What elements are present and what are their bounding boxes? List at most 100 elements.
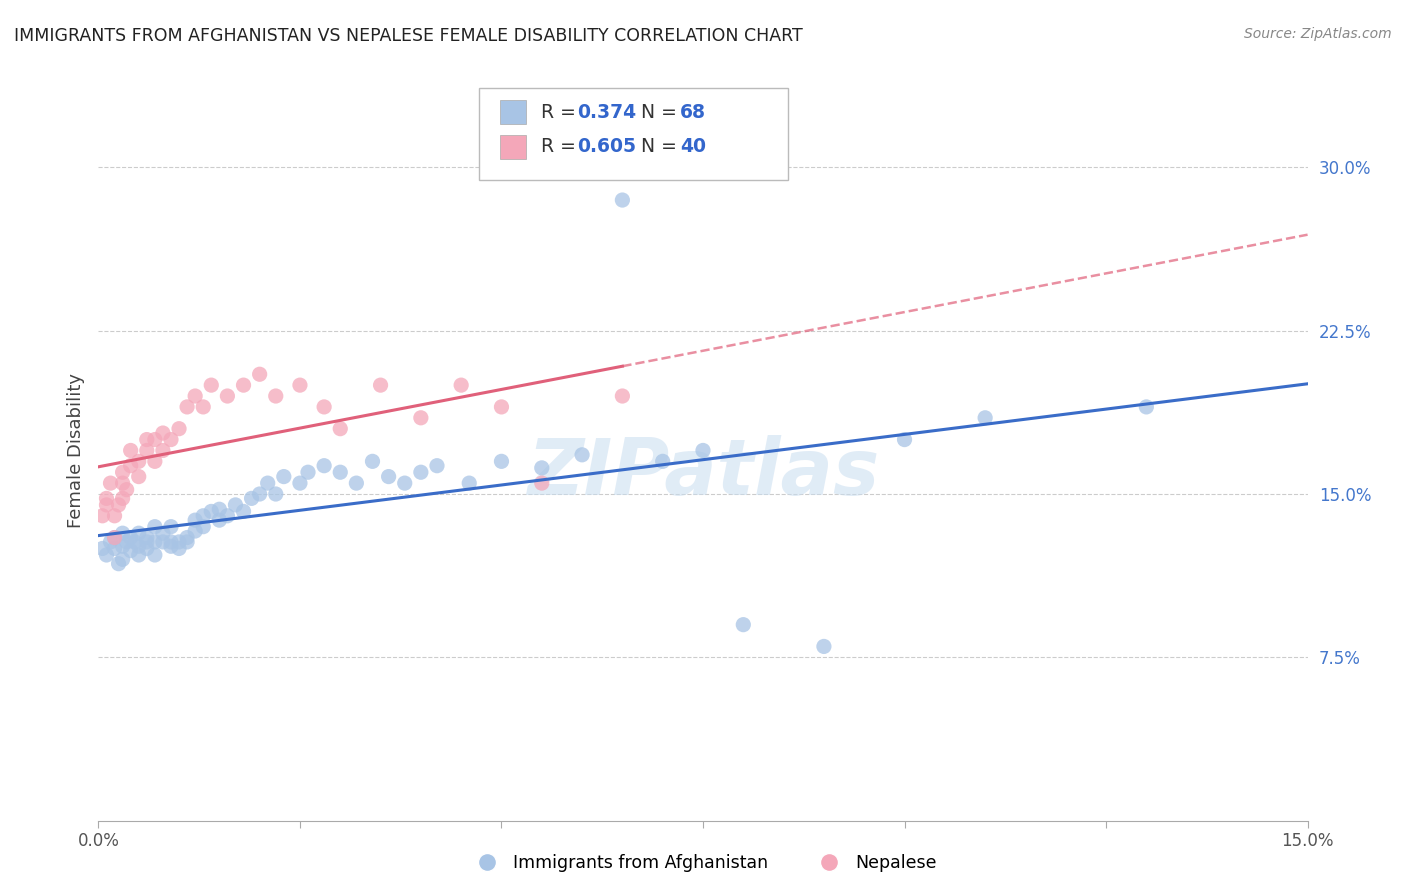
Point xyxy=(273,469,295,483)
Point xyxy=(103,531,125,545)
Point xyxy=(733,617,755,632)
Text: R =: R = xyxy=(541,103,582,121)
Point xyxy=(530,461,553,475)
Point xyxy=(176,531,198,545)
Point xyxy=(264,487,287,501)
Point xyxy=(115,535,138,549)
Point xyxy=(152,526,174,541)
Point xyxy=(974,410,997,425)
Point xyxy=(120,443,142,458)
Point xyxy=(193,519,215,533)
Point xyxy=(491,454,513,468)
Text: IMMIGRANTS FROM AFGHANISTAN VS NEPALESE FEMALE DISABILITY CORRELATION CHART: IMMIGRANTS FROM AFGHANISTAN VS NEPALESE … xyxy=(14,27,803,45)
Point xyxy=(530,476,553,491)
Point xyxy=(100,535,122,549)
Point xyxy=(370,378,392,392)
Point xyxy=(152,535,174,549)
Point xyxy=(111,539,134,553)
Legend: Immigrants from Afghanistan, Nepalese: Immigrants from Afghanistan, Nepalese xyxy=(463,847,943,879)
Point xyxy=(120,543,142,558)
Point xyxy=(128,539,150,553)
Point xyxy=(167,422,190,436)
Point xyxy=(184,389,207,403)
Point xyxy=(120,531,142,545)
Point xyxy=(103,508,125,523)
Text: R =: R = xyxy=(541,137,582,156)
Point xyxy=(111,552,134,566)
Point xyxy=(107,498,129,512)
Point xyxy=(167,535,190,549)
Point xyxy=(256,476,278,491)
Point xyxy=(344,476,367,491)
Point xyxy=(491,400,513,414)
Point xyxy=(91,508,114,523)
Bar xyxy=(501,100,526,124)
Point xyxy=(128,469,150,483)
Point xyxy=(124,535,146,549)
Point xyxy=(184,524,207,538)
Y-axis label: Female Disability: Female Disability xyxy=(66,373,84,528)
Point xyxy=(96,548,118,562)
Text: 0.605: 0.605 xyxy=(578,137,637,156)
Point xyxy=(96,491,118,506)
Text: N =: N = xyxy=(641,137,683,156)
Text: Source: ZipAtlas.com: Source: ZipAtlas.com xyxy=(1244,27,1392,41)
Point xyxy=(314,400,336,414)
Point xyxy=(160,539,183,553)
Point xyxy=(1135,400,1157,414)
Point xyxy=(193,400,215,414)
Text: 0.374: 0.374 xyxy=(578,103,637,121)
Point xyxy=(143,433,166,447)
Point xyxy=(152,443,174,458)
Point xyxy=(128,526,150,541)
Point xyxy=(651,454,673,468)
Point xyxy=(167,541,190,556)
Point xyxy=(232,504,254,518)
Point xyxy=(612,389,634,403)
Point xyxy=(135,531,157,545)
Point xyxy=(91,541,114,556)
Point xyxy=(249,368,271,382)
Point xyxy=(128,454,150,468)
Point xyxy=(120,458,142,473)
Point xyxy=(249,487,271,501)
Point xyxy=(143,535,166,549)
Point xyxy=(361,454,384,468)
Point xyxy=(115,483,138,497)
Point xyxy=(264,389,287,403)
Point xyxy=(409,465,432,479)
Text: ZIPatlas: ZIPatlas xyxy=(527,434,879,511)
Point xyxy=(200,504,222,518)
Text: 40: 40 xyxy=(681,137,706,156)
Point xyxy=(288,476,311,491)
Point xyxy=(612,193,634,207)
Point xyxy=(160,433,183,447)
Point xyxy=(409,410,432,425)
Point xyxy=(111,476,134,491)
Point xyxy=(329,422,352,436)
Point xyxy=(135,541,157,556)
Point xyxy=(450,378,472,392)
Point xyxy=(232,378,254,392)
Point xyxy=(135,433,157,447)
Point xyxy=(813,640,835,654)
Point xyxy=(103,541,125,556)
Point xyxy=(152,425,174,440)
Point xyxy=(329,465,352,479)
Point xyxy=(103,531,125,545)
Point xyxy=(96,498,118,512)
Point xyxy=(193,508,215,523)
Point xyxy=(458,476,481,491)
Point xyxy=(176,400,198,414)
Point xyxy=(176,535,198,549)
Text: 68: 68 xyxy=(681,103,706,121)
Text: N =: N = xyxy=(641,103,683,121)
Point xyxy=(160,519,183,533)
Point xyxy=(288,378,311,392)
Bar xyxy=(501,135,526,159)
Point xyxy=(111,491,134,506)
Point xyxy=(377,469,399,483)
Point xyxy=(111,526,134,541)
Point xyxy=(426,458,449,473)
Point xyxy=(160,535,183,549)
